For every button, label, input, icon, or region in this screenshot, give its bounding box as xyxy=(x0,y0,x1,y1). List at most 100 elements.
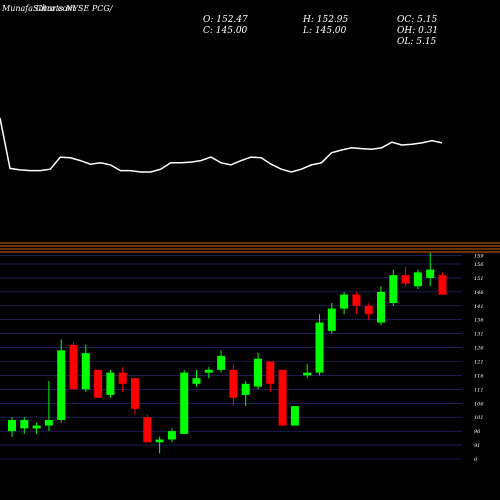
ohlc-low: L: 145.00 xyxy=(302,26,347,36)
y-tick-label: 0 xyxy=(474,457,478,463)
candle-body xyxy=(32,425,41,429)
candle xyxy=(81,344,90,393)
y-tick-label: 106 xyxy=(474,401,484,407)
y-tick-labels: 159 156 151 146 141 136 131 126 121 116 111 106 101 9… xyxy=(474,254,484,463)
watermark-text: MunafaSutra.com xyxy=(1,4,75,13)
candle xyxy=(315,314,324,376)
candle-body xyxy=(69,344,78,390)
candle-body xyxy=(426,269,435,278)
candle xyxy=(278,369,287,426)
candle-body xyxy=(143,417,152,443)
candle-body xyxy=(180,372,189,434)
candle-body xyxy=(438,275,447,295)
candle-body xyxy=(8,420,16,432)
candle-body xyxy=(57,350,66,420)
candle-body xyxy=(352,294,361,306)
candle xyxy=(20,417,29,434)
y-tick-label: 96 xyxy=(474,429,481,435)
ohlc-oh: OH: 0.31 xyxy=(397,26,438,36)
candle xyxy=(327,303,336,334)
candle-body xyxy=(340,294,349,309)
candle xyxy=(69,342,78,390)
candle-body xyxy=(315,322,324,373)
candle xyxy=(8,417,16,437)
ohlc-open: O: 152.47 xyxy=(203,15,248,25)
candle xyxy=(143,414,152,443)
candle-body xyxy=(44,420,53,426)
candle-body xyxy=(155,439,164,443)
candle xyxy=(94,369,103,398)
candle xyxy=(217,350,226,373)
candle xyxy=(389,269,398,306)
candle-body xyxy=(81,353,90,390)
candle-body xyxy=(229,369,238,398)
candle xyxy=(131,378,139,415)
candle xyxy=(340,291,349,315)
overlay-line xyxy=(0,117,443,173)
candle xyxy=(352,291,361,315)
candle xyxy=(106,369,115,398)
candle-body xyxy=(401,275,410,284)
candle xyxy=(254,353,262,390)
candle-body xyxy=(94,369,103,398)
candle xyxy=(241,381,250,407)
ohlc-close: C: 145.00 xyxy=(203,26,248,36)
candle xyxy=(167,428,176,443)
y-tick-label: 116 xyxy=(474,373,484,379)
candle xyxy=(204,367,213,379)
y-tick-label: 131 xyxy=(474,332,484,338)
candle xyxy=(44,381,53,432)
candles xyxy=(8,252,447,454)
candle xyxy=(377,286,385,326)
candle-body xyxy=(217,355,226,370)
y-tick-label: 141 xyxy=(474,304,484,310)
ohlc-high: H: 152.95 xyxy=(302,15,349,25)
candle-body xyxy=(254,358,262,387)
y-tick-label: 121 xyxy=(474,360,484,366)
y-tick-label: 159 xyxy=(474,254,484,260)
candle-body xyxy=(327,308,336,331)
ohlc-oc: OC: 5.15 xyxy=(397,15,437,25)
y-tick-label: 126 xyxy=(474,346,484,352)
y-tick-label: 156 xyxy=(474,262,484,268)
y-tick-label: 151 xyxy=(474,276,484,282)
candle xyxy=(413,269,422,290)
chart-title: Charts NYSE PCG/ xyxy=(36,4,114,13)
candle xyxy=(290,406,299,426)
candle-body xyxy=(364,305,373,315)
candle-body xyxy=(106,372,115,395)
candle xyxy=(192,369,201,387)
candle-body xyxy=(389,275,398,303)
candle-body xyxy=(118,372,127,384)
candle-body xyxy=(278,369,287,426)
candle-body xyxy=(266,361,275,384)
candle-body xyxy=(20,420,29,429)
candle-body xyxy=(290,406,299,426)
candle-body xyxy=(167,431,176,440)
candle-body xyxy=(241,383,250,395)
candle xyxy=(401,266,410,287)
candle xyxy=(266,361,275,393)
candle xyxy=(438,272,447,295)
candle-body xyxy=(377,291,385,323)
candle xyxy=(118,367,127,393)
y-tick-label: 91 xyxy=(474,443,480,449)
candle-body xyxy=(204,369,213,373)
y-tick-label: 111 xyxy=(474,387,484,393)
y-tick-label: 101 xyxy=(474,415,484,421)
y-tick-label: 146 xyxy=(474,290,484,296)
candle-body xyxy=(303,372,312,376)
candle xyxy=(303,364,312,379)
candle xyxy=(229,364,238,407)
candle-body xyxy=(413,272,422,287)
candle xyxy=(180,369,189,434)
candle xyxy=(364,303,373,320)
candle xyxy=(57,339,66,423)
candle xyxy=(155,436,164,454)
y-tick-label: 136 xyxy=(474,318,484,324)
candle xyxy=(426,252,435,287)
candle xyxy=(32,422,41,434)
candle-body xyxy=(192,378,201,384)
